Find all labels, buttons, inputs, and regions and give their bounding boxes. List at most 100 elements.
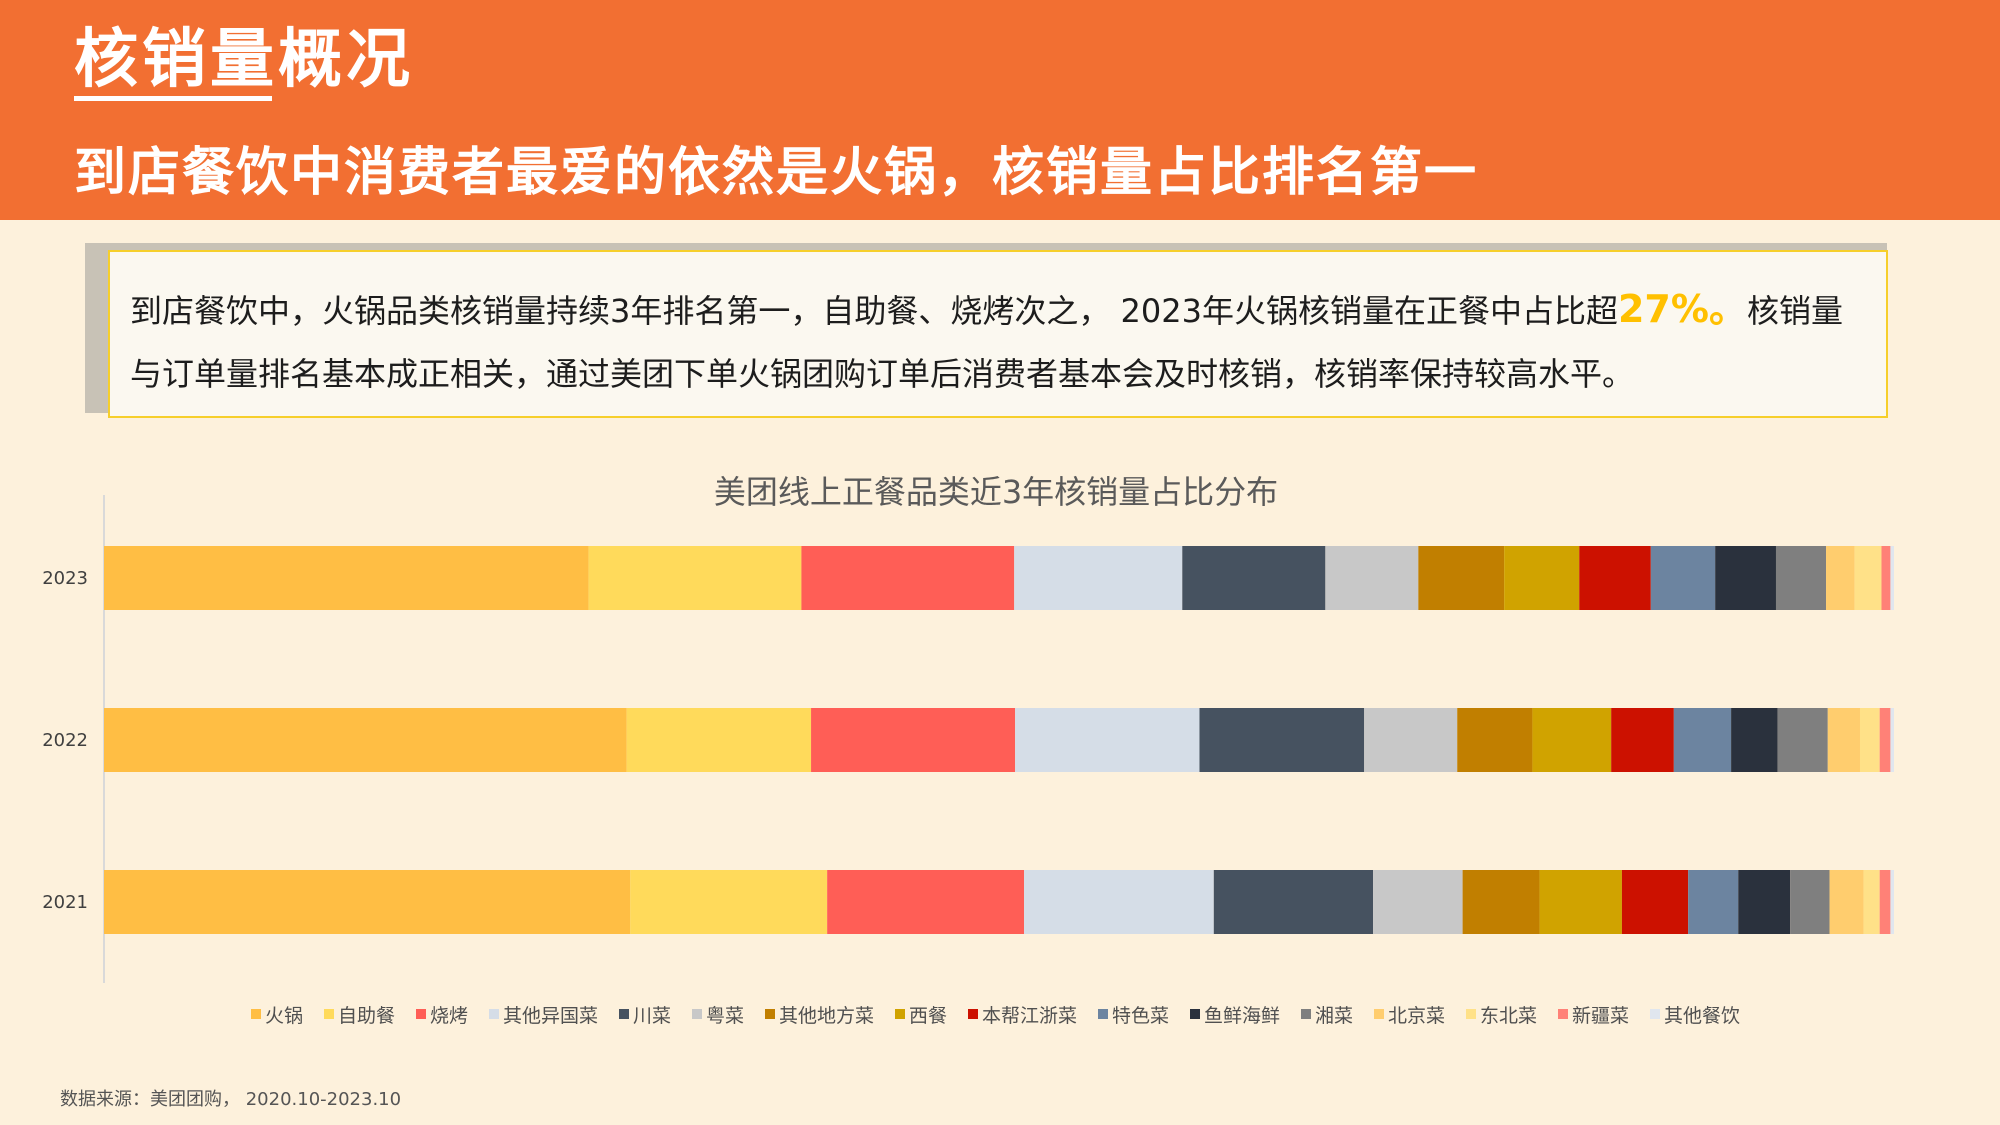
legend-label-0: 火锅 <box>265 1005 303 1027</box>
bar-segment-2023-15 <box>1890 546 1894 610</box>
y-tick-label-2023: 2023 <box>42 568 88 589</box>
bar-segment-2022-2 <box>811 708 1016 772</box>
legend-swatch-6 <box>765 1009 775 1019</box>
bar-segment-2022-1 <box>626 708 812 772</box>
page-subtitle: 到店餐饮中消费者最爱的依然是火锅，核销量占比排名第一 <box>74 143 1479 203</box>
legend-label-14: 新疆菜 <box>1572 1005 1629 1027</box>
legend-swatch-12 <box>1374 1009 1384 1019</box>
legend-item-5: 粤菜 <box>692 1005 744 1027</box>
bar-segment-2023-0 <box>104 546 589 610</box>
bar-segment-2023-8 <box>1579 546 1651 610</box>
bar-segment-2021-2 <box>827 870 1025 934</box>
bar-segment-2022-7 <box>1532 708 1612 772</box>
legend-item-10: 鱼鲜海鲜 <box>1190 1005 1280 1027</box>
legend-item-3: 其他异国菜 <box>489 1005 598 1027</box>
legend-swatch-3 <box>489 1009 499 1019</box>
legend-item-8: 本帮江浙菜 <box>968 1005 1077 1027</box>
page-title: 核销量概况 <box>74 23 414 97</box>
legend-label-9: 特色菜 <box>1112 1005 1169 1027</box>
legend-label-8: 本帮江浙菜 <box>982 1005 1077 1027</box>
bar-segment-2021-13 <box>1863 870 1880 934</box>
summary-highlight: 27%。 <box>1617 287 1747 331</box>
legend-swatch-14 <box>1558 1009 1568 1019</box>
legend-swatch-13 <box>1466 1009 1476 1019</box>
data-source-note: 数据来源：美团团购， 2020.10-2023.10 <box>60 1089 402 1110</box>
bar-segment-2021-6 <box>1462 870 1540 934</box>
legend-item-1: 自助餐 <box>324 1005 395 1027</box>
legend-swatch-2 <box>416 1009 426 1019</box>
legend-swatch-4 <box>619 1009 629 1019</box>
bar-segment-2022-11 <box>1777 708 1828 772</box>
chart-title: 美团线上正餐品类近3年核销量占比分布 <box>714 473 1278 511</box>
bar-segment-2022-15 <box>1890 708 1894 772</box>
bar-segment-2023-1 <box>588 546 802 610</box>
bar-segment-2022-4 <box>1199 708 1365 772</box>
legend-label-4: 川菜 <box>633 1005 671 1027</box>
bar-segment-2023-13 <box>1854 546 1882 610</box>
legend-swatch-9 <box>1098 1009 1108 1019</box>
bar-segment-2023-3 <box>1014 546 1183 610</box>
summary-text: 到店餐饮中，火锅品类核销量持续3年排名第一，自助餐、烧烤次之， 2023年火锅核… <box>130 278 1870 406</box>
bar-segment-2022-9 <box>1673 708 1732 772</box>
bar-segment-2021-0 <box>104 870 631 934</box>
legend-swatch-8 <box>968 1009 978 1019</box>
bar-segment-2022-13 <box>1859 708 1880 772</box>
bar-segment-2022-0 <box>104 708 627 772</box>
legend-label-2: 烧烤 <box>430 1005 468 1027</box>
bar-segment-2022-6 <box>1457 708 1533 772</box>
legend-label-6: 其他地方菜 <box>779 1005 874 1027</box>
legend-label-1: 自助餐 <box>338 1005 395 1027</box>
header-banner: 核销量概况 到店餐饮中消费者最爱的依然是火锅，核销量占比排名第一 <box>0 0 2000 220</box>
legend-item-11: 湘菜 <box>1301 1005 1353 1027</box>
bar-segment-2021-1 <box>630 870 828 934</box>
bar-segment-2021-9 <box>1688 870 1739 934</box>
bar-segment-2021-4 <box>1213 870 1374 934</box>
bar-segment-2021-12 <box>1829 870 1864 934</box>
bar-segment-2022-14 <box>1879 708 1891 772</box>
summary-text-after: 核销量与订单量排名基本成正相关，通过美团下单火锅团购订单后消费者基本会及时核销，… <box>130 292 1843 393</box>
bar-segment-2021-8 <box>1621 870 1689 934</box>
legend-item-6: 其他地方菜 <box>765 1005 874 1027</box>
legend-label-5: 粤菜 <box>706 1005 744 1027</box>
bar-segment-2023-5 <box>1325 546 1419 610</box>
bar-segment-2023-9 <box>1650 546 1716 610</box>
legend-label-7: 西餐 <box>909 1005 947 1027</box>
summary-box: 到店餐饮中，火锅品类核销量持续3年排名第一，自助餐、烧烤次之， 2023年火锅核… <box>108 250 1888 418</box>
legend-swatch-0 <box>251 1009 261 1019</box>
title-underline <box>74 96 272 101</box>
bar-segment-2021-14 <box>1879 870 1891 934</box>
legend-item-12: 北京菜 <box>1374 1005 1445 1027</box>
legend-swatch-15 <box>1650 1009 1660 1019</box>
legend-label-13: 东北菜 <box>1480 1005 1537 1027</box>
stacked-bar-chart: 美团线上正餐品类近3年核销量占比分布 2023 2022 2021 火锅 自助餐 烧烤 其… <box>42 473 1894 1027</box>
bar-segment-2022-8 <box>1611 708 1674 772</box>
bar-segment-2023-11 <box>1775 546 1827 610</box>
bar-segment-2023-7 <box>1504 546 1580 610</box>
bar-segment-2023-6 <box>1418 546 1505 610</box>
bar-segment-2021-11 <box>1790 870 1830 934</box>
bar-segment-2023-12 <box>1826 546 1855 610</box>
legend-label-15: 其他餐饮 <box>1664 1005 1740 1027</box>
legend-item-0: 火锅 <box>251 1005 303 1027</box>
legend-item-9: 特色菜 <box>1098 1005 1169 1027</box>
bar-segment-2023-2 <box>801 546 1015 610</box>
legend-swatch-1 <box>324 1009 334 1019</box>
legend-label-10: 鱼鲜海鲜 <box>1204 1005 1280 1027</box>
bar-segment-2021-5 <box>1373 870 1463 934</box>
bar-segment-2022-5 <box>1364 708 1458 772</box>
summary-text-before: 到店餐饮中，火锅品类核销量持续3年排名第一，自助餐、烧烤次之， 2023年火锅核… <box>130 292 1618 330</box>
y-tick-label-2021: 2021 <box>42 892 88 913</box>
legend-item-2: 烧烤 <box>416 1005 468 1027</box>
legend-item-4: 川菜 <box>619 1005 671 1027</box>
bar-segment-2022-10 <box>1731 708 1778 772</box>
legend-item-14: 新疆菜 <box>1558 1005 1629 1027</box>
legend-swatch-10 <box>1190 1009 1200 1019</box>
bar-segment-2021-10 <box>1738 870 1791 934</box>
bar-segment-2021-15 <box>1890 870 1894 934</box>
legend-swatch-7 <box>895 1009 905 1019</box>
legend-item-15: 其他餐饮 <box>1650 1005 1740 1027</box>
legend-label-12: 北京菜 <box>1388 1005 1445 1027</box>
legend-swatch-5 <box>692 1009 702 1019</box>
legend-item-13: 东北菜 <box>1466 1005 1537 1027</box>
bar-segment-2022-3 <box>1015 708 1200 772</box>
